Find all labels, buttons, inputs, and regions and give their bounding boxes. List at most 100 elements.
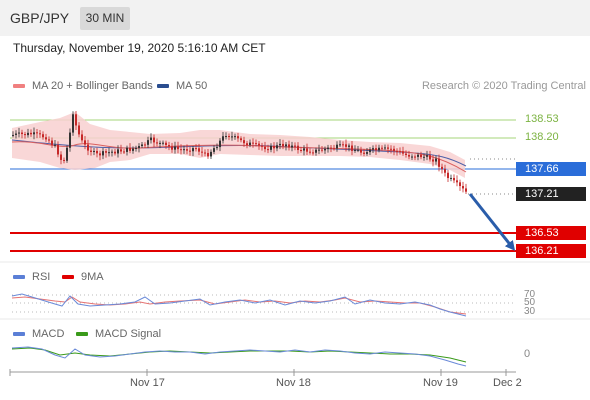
legend-ma50-label: MA 50: [176, 80, 208, 92]
macd-signal-line: [11, 347, 467, 363]
candle-body: [408, 154, 410, 157]
candle-body: [297, 145, 299, 151]
candle-body: [189, 150, 191, 152]
last-price-tag: 137.21: [516, 187, 586, 201]
candle-body: [291, 145, 293, 148]
candle-body: [246, 143, 248, 146]
candle-body: [348, 145, 350, 147]
candle-body: [435, 158, 437, 162]
candle-body: [30, 132, 32, 135]
candle-body: [444, 169, 446, 173]
candle-body: [363, 152, 365, 154]
candle-body: [387, 147, 389, 149]
candle-body: [309, 151, 311, 153]
candle-body: [228, 136, 230, 138]
candle-body: [126, 147, 128, 152]
candle-body: [63, 159, 65, 161]
legend-macd-signal-label: MACD Signal: [95, 328, 162, 340]
candle-body: [225, 136, 227, 138]
candle-body: [384, 147, 386, 149]
x-label-dec2: Dec 2: [493, 377, 522, 389]
candle-body: [81, 134, 83, 141]
candle-body: [120, 149, 122, 152]
candle-body: [330, 147, 332, 149]
candle-body: [300, 150, 302, 152]
rsi-ma-line: [11, 296, 467, 315]
candle-body: [420, 154, 422, 158]
legend-macd-label: MACD: [32, 328, 65, 340]
candle-body: [459, 182, 461, 187]
candle-body: [324, 149, 326, 151]
candle-body: [237, 136, 239, 139]
candles: [12, 110, 467, 194]
candle-body: [201, 151, 203, 153]
candle-body: [42, 134, 44, 138]
candle-body: [438, 158, 440, 167]
candle-body: [234, 136, 236, 138]
rsi-line: [11, 293, 467, 317]
candle-body: [426, 155, 428, 157]
rsi-ma-swatch: [62, 275, 74, 280]
candle-body: [90, 150, 92, 153]
candle-body: [354, 149, 356, 151]
candle-body: [129, 147, 131, 151]
s1-tag: 136.53: [516, 226, 586, 240]
r1-label: 138.20: [525, 131, 559, 143]
candle-body: [87, 144, 89, 151]
candle-body: [327, 147, 329, 150]
candle-body: [99, 153, 101, 156]
candle-body: [255, 143, 257, 145]
candle-body: [108, 152, 110, 154]
candle-body: [117, 149, 119, 154]
candle-body: [333, 148, 335, 150]
candle-body: [372, 148, 374, 150]
candle-body: [27, 132, 29, 136]
forecast-arrow: [468, 193, 516, 251]
candle-body: [465, 188, 467, 192]
candle-body: [51, 140, 53, 145]
candle-body: [339, 144, 341, 146]
candle-body: [369, 149, 371, 153]
candle-body: [96, 150, 98, 154]
candle-body: [102, 151, 104, 156]
header-bar: GBP/JPY 30 MIN: [0, 0, 590, 36]
candle-body: [132, 148, 134, 151]
candle-body: [447, 172, 449, 179]
candle-body: [231, 136, 233, 138]
legend-macd-signal: MACD Signal: [76, 328, 161, 340]
candle-body: [240, 138, 242, 141]
candle-body: [66, 147, 68, 161]
candle-body: [123, 151, 125, 153]
candle-body: [453, 177, 455, 181]
candle-body: [261, 145, 263, 147]
source-credit: Research © 2020 Trading Central: [421, 80, 586, 92]
candle-body: [156, 142, 158, 144]
candle-body: [180, 149, 182, 151]
candle-body: [273, 145, 275, 149]
candle-body: [336, 144, 338, 149]
candle-body: [45, 137, 47, 140]
candle-body: [192, 148, 194, 152]
candle-body: [462, 186, 464, 189]
candle-body: [402, 151, 404, 154]
ma50-swatch: [157, 84, 169, 89]
candle-body: [366, 152, 368, 154]
candle-body: [441, 166, 443, 170]
candle-body: [114, 151, 116, 154]
candle-body: [144, 144, 146, 146]
candle-body: [213, 148, 215, 152]
candle-body: [12, 134, 14, 136]
x-label-nov17: Nov 17: [130, 377, 165, 389]
candle-body: [417, 154, 419, 157]
candle-body: [21, 132, 23, 135]
candle-body: [207, 152, 209, 157]
rsi-30-label: 30: [524, 306, 536, 317]
candle-body: [168, 145, 170, 147]
timeframe-button[interactable]: 30 MIN: [80, 7, 130, 30]
candle-body: [165, 142, 167, 146]
candle-body: [24, 134, 26, 136]
candle-body: [18, 132, 20, 134]
candle-body: [147, 140, 149, 145]
legend-rsi: RSI: [13, 271, 50, 283]
